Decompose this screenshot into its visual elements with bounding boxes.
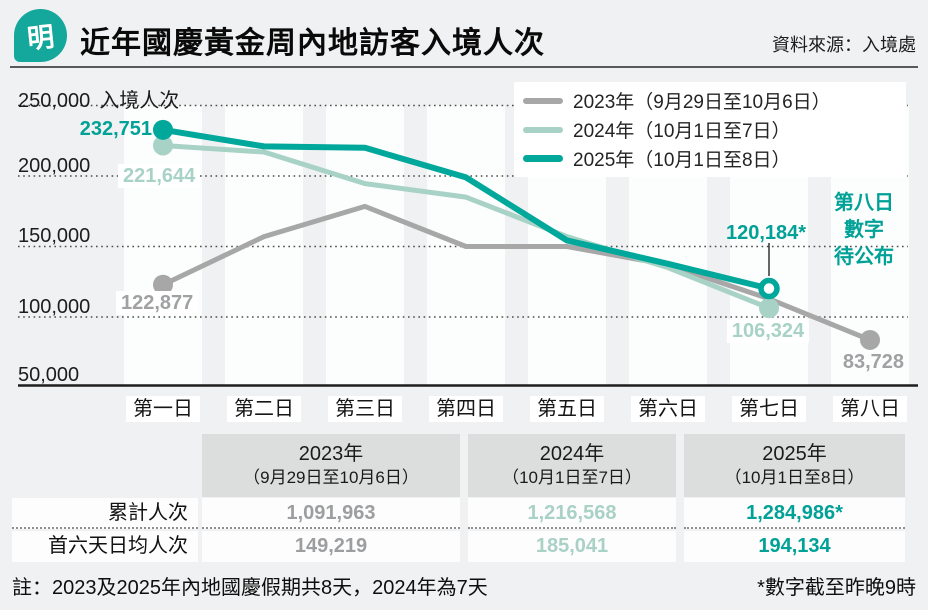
table-cell-average-2025: 194,134	[684, 531, 905, 562]
y-tick-label: 250,000	[18, 90, 91, 112]
table-header-year: 2023年	[298, 443, 364, 466]
table-header-year: 2024年	[539, 443, 605, 466]
x-axis-label-day4: 第四日	[429, 396, 503, 422]
y-axis-tick-250000: 250,000 入境人次	[18, 84, 179, 113]
legend-label-2023: 2023年（9月29日至10月6日）	[573, 92, 831, 113]
table-header-2023: 2023年 （9月29日至10月6日）	[202, 434, 460, 497]
table-header-range: （10月1日至8日）	[724, 468, 865, 488]
data-label-2023-day1: 122,877	[116, 291, 199, 315]
mingpao-logo: 明	[14, 9, 67, 62]
table-cell-cumulative-2025: 1,284,986*	[684, 498, 905, 529]
x-axis-label-day5: 第五日	[530, 396, 604, 422]
data-source-note: 資料來源：入境處	[772, 35, 916, 55]
legend-swatch-2023	[523, 97, 563, 104]
legend-item-2024: 2024年（10月1日至7日）	[523, 116, 906, 143]
chart-legend: 2023年（9月29日至10月6日） 2024年（10月1日至7日） 2025年…	[514, 82, 906, 177]
legend-label-2024: 2024年（10月1日至7日）	[573, 121, 791, 142]
table-cell-cumulative-2023: 1,091,963	[202, 498, 460, 529]
table-header-year: 2025年	[762, 443, 827, 466]
annotation-line-3: 待公布	[834, 246, 894, 268]
x-axis-label-day3: 第三日	[328, 396, 402, 422]
header-divider	[10, 66, 918, 68]
annotation-line-2: 數字	[844, 219, 884, 241]
data-label-2023-day8: 83,728	[842, 351, 904, 373]
table-row-label-cumulative: 累計人次	[12, 498, 198, 529]
y-axis-tick-100000: 100,000	[18, 296, 91, 318]
legend-label-2025: 2025年（10月1日至8日）	[573, 150, 791, 171]
table-cell-average-2024: 185,041	[468, 531, 676, 562]
x-axis-label-day7: 第七日	[732, 396, 806, 422]
y-axis-tick-150000: 150,000	[18, 225, 91, 247]
annotation-line-1: 第八日	[834, 192, 894, 214]
y-axis-tick-200000: 200,000	[18, 155, 91, 177]
x-axis-label-day2: 第二日	[227, 396, 301, 422]
table-cell-average-2023: 149,219	[202, 531, 460, 562]
table-header-range: （9月29日至10月6日）	[243, 468, 419, 488]
table-header-2025: 2025年 （10月1日至8日）	[684, 434, 905, 497]
table-row-label-daily-average: 首六天日均人次	[12, 531, 198, 562]
data-label-2024-day1: 221,644	[118, 164, 201, 188]
x-axis-label-day1: 第一日	[126, 396, 200, 422]
legend-swatch-2025	[523, 155, 563, 162]
footnote-data-cutoff: *數字截至昨晚9時	[757, 577, 916, 599]
y-axis-tick-50000: 50,000	[18, 364, 80, 386]
legend-swatch-2024	[523, 126, 563, 133]
table-header-2024: 2024年 （10月1日至7日）	[468, 434, 676, 497]
page-title: 近年國慶黃金周內地訪客入境人次	[80, 27, 545, 60]
data-label-2024-day7: 106,324	[726, 319, 810, 343]
table-header-range: （10月1日至7日）	[502, 468, 642, 488]
data-label-2025-day1: 232,751	[79, 118, 152, 140]
legend-item-2023: 2023年（9月29日至10月6日）	[523, 87, 906, 114]
footnote-holiday-length: 註：2023及2025年內地國慶假期共8天，2024年為7天	[12, 577, 488, 599]
logo-glyph: 明	[25, 21, 56, 55]
x-axis-label-day6: 第六日	[631, 396, 705, 422]
y-axis-unit-label: 入境人次	[99, 90, 180, 112]
x-axis-label-day8: 第八日	[833, 396, 907, 422]
day8-pending-annotation: 第八日 數字 待公布	[818, 190, 910, 271]
legend-item-2025: 2025年（10月1日至8日）	[523, 145, 906, 172]
table-cell-cumulative-2024: 1,216,568	[468, 498, 676, 529]
data-label-2025-day7: 120,184*	[725, 222, 807, 244]
